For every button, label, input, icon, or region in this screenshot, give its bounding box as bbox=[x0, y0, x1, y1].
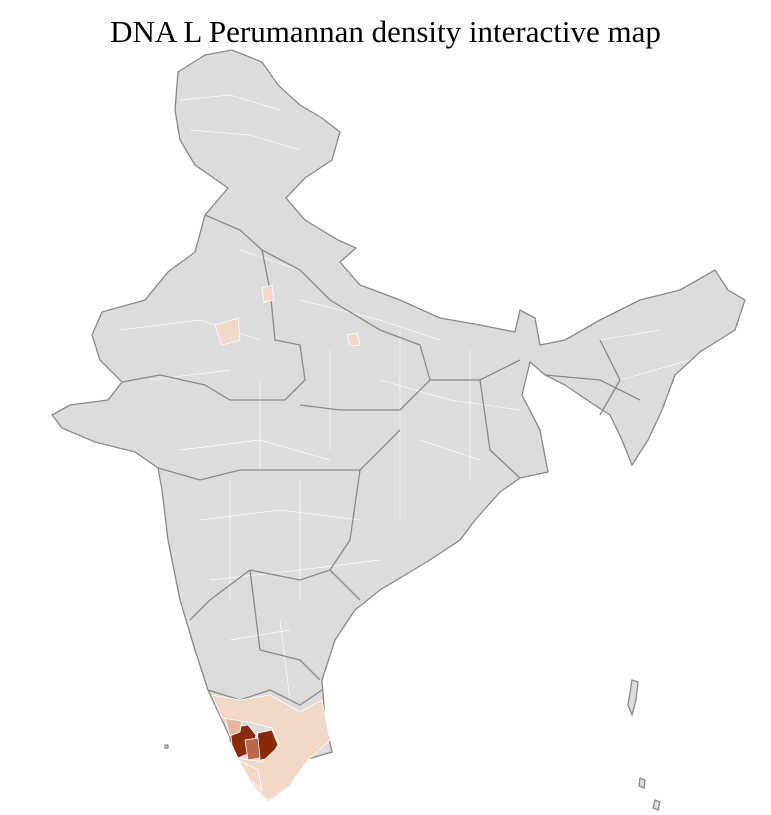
district-boundaries bbox=[119, 94, 691, 701]
india-mainland[interactable] bbox=[51, 49, 746, 801]
lakshadweep[interactable] bbox=[164, 744, 169, 749]
district-low-up[interactable] bbox=[346, 332, 361, 347]
map-title: DNA L Perumannan density interactive map bbox=[110, 14, 661, 49]
district-low-delhi[interactable] bbox=[261, 284, 275, 303]
nicobar-islands[interactable] bbox=[638, 777, 661, 811]
district-medium[interactable] bbox=[244, 737, 261, 761]
state-boundaries bbox=[121, 214, 641, 756]
andaman-islands[interactable] bbox=[627, 679, 639, 718]
district-low-rajasthan[interactable] bbox=[214, 317, 241, 346]
islands bbox=[164, 679, 661, 811]
district-low-south[interactable] bbox=[211, 694, 331, 801]
district-low-kerala[interactable] bbox=[236, 759, 263, 792]
highlighted-districts bbox=[211, 284, 361, 801]
